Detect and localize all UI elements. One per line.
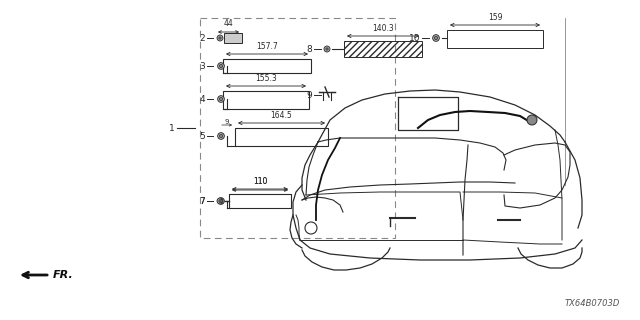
- Circle shape: [220, 134, 223, 138]
- Circle shape: [218, 198, 224, 204]
- Text: 157.7: 157.7: [256, 42, 278, 51]
- Text: 5: 5: [199, 132, 205, 140]
- Circle shape: [218, 133, 224, 139]
- Circle shape: [527, 115, 537, 125]
- Bar: [223, 91, 309, 109]
- Bar: [229, 194, 291, 208]
- Text: 10: 10: [408, 34, 420, 43]
- Bar: [344, 41, 422, 57]
- Bar: [223, 59, 311, 73]
- Text: 140.3: 140.3: [372, 24, 394, 33]
- Text: 110: 110: [253, 177, 267, 186]
- Bar: [235, 128, 328, 146]
- Text: 2: 2: [200, 34, 205, 43]
- Text: 44: 44: [223, 19, 234, 28]
- Circle shape: [220, 97, 223, 101]
- Text: 110: 110: [253, 177, 267, 186]
- Circle shape: [433, 35, 439, 41]
- Circle shape: [217, 198, 223, 204]
- Text: 3: 3: [199, 61, 205, 70]
- Text: 1: 1: [169, 124, 175, 132]
- Circle shape: [217, 35, 223, 41]
- Circle shape: [218, 96, 224, 102]
- Text: 159: 159: [488, 13, 502, 22]
- Bar: [200, 18, 395, 238]
- Text: 164.5: 164.5: [271, 111, 292, 120]
- Text: 155.3: 155.3: [255, 74, 277, 83]
- Circle shape: [218, 63, 224, 69]
- Text: 9: 9: [307, 91, 312, 100]
- Circle shape: [219, 37, 221, 39]
- Text: 8: 8: [307, 44, 312, 53]
- Circle shape: [324, 46, 330, 52]
- Circle shape: [220, 199, 223, 203]
- Text: 7: 7: [199, 196, 205, 205]
- Bar: [447, 30, 543, 48]
- Bar: [229, 194, 291, 208]
- Text: TX64B0703D: TX64B0703D: [564, 299, 620, 308]
- Circle shape: [220, 64, 223, 68]
- Text: 9: 9: [225, 119, 229, 125]
- Circle shape: [435, 36, 438, 40]
- Text: 7: 7: [199, 196, 205, 205]
- Bar: [224, 33, 242, 43]
- Circle shape: [326, 48, 328, 50]
- Circle shape: [219, 200, 221, 202]
- Text: 4: 4: [200, 94, 205, 103]
- Text: FR.: FR.: [53, 270, 74, 280]
